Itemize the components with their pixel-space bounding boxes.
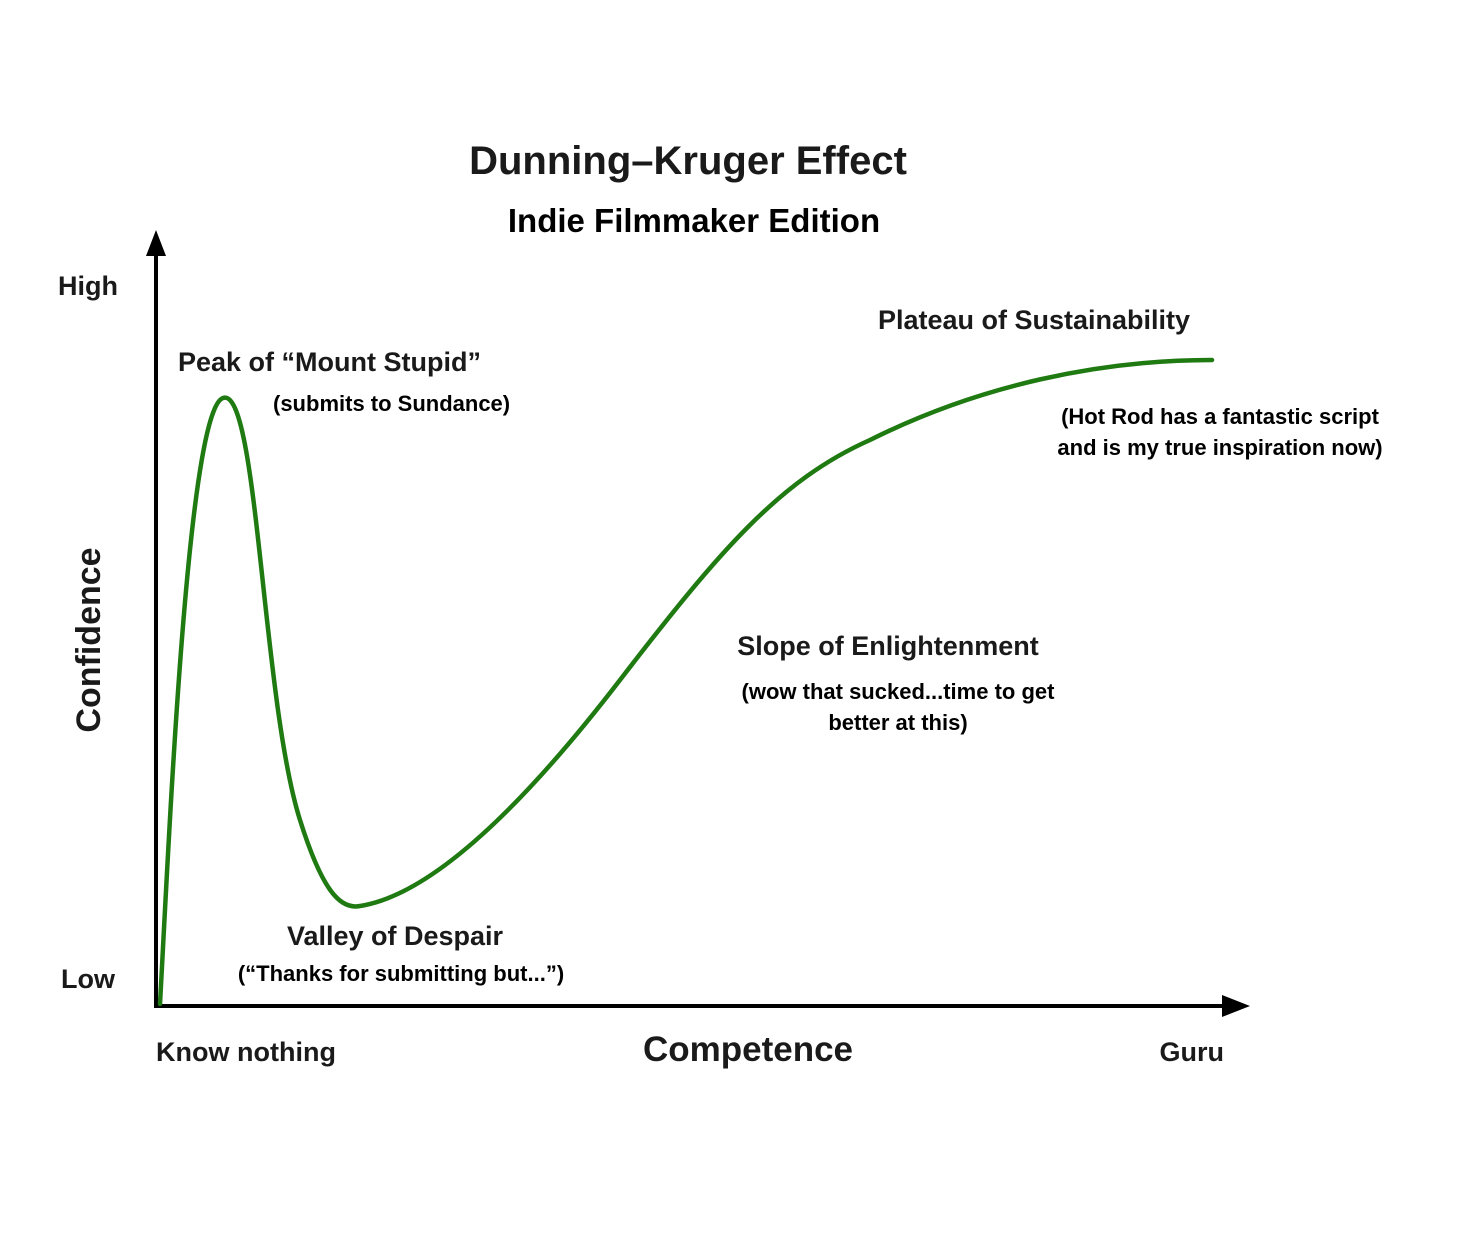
slope-note-line-1: (wow that sucked...time to get bbox=[742, 679, 1056, 704]
axes bbox=[146, 230, 1250, 1017]
diagram-title: Dunning–Kruger Effect bbox=[469, 139, 907, 183]
y-axis-high-label: High bbox=[58, 271, 118, 301]
y-axis-arrow-icon bbox=[146, 230, 166, 256]
y-axis-title: Confidence bbox=[70, 547, 108, 732]
diagram-subtitle: Indie Filmmaker Edition bbox=[508, 202, 880, 239]
slope-note-line-2: better at this) bbox=[828, 710, 967, 735]
plateau-note-line-1: (Hot Rod has a fantastic script bbox=[1061, 404, 1380, 429]
valley-note: (“Thanks for submitting but...”) bbox=[238, 961, 564, 986]
x-axis-end-label: Guru bbox=[1160, 1037, 1225, 1067]
y-axis-low-label: Low bbox=[61, 964, 116, 994]
x-axis-title: Competence bbox=[643, 1030, 853, 1069]
valley-title: Valley of Despair bbox=[287, 921, 504, 951]
peak-title: Peak of “Mount Stupid” bbox=[178, 347, 481, 377]
peak-note: (submits to Sundance) bbox=[273, 391, 510, 416]
slope-title: Slope of Enlightenment bbox=[737, 631, 1039, 661]
x-axis-start-label: Know nothing bbox=[156, 1037, 336, 1067]
x-axis-arrow-icon bbox=[1222, 995, 1250, 1017]
plateau-note-line-2: and is my true inspiration now) bbox=[1057, 435, 1382, 460]
confidence-curve bbox=[157, 357, 1215, 1007]
plateau-title: Plateau of Sustainability bbox=[878, 305, 1190, 335]
